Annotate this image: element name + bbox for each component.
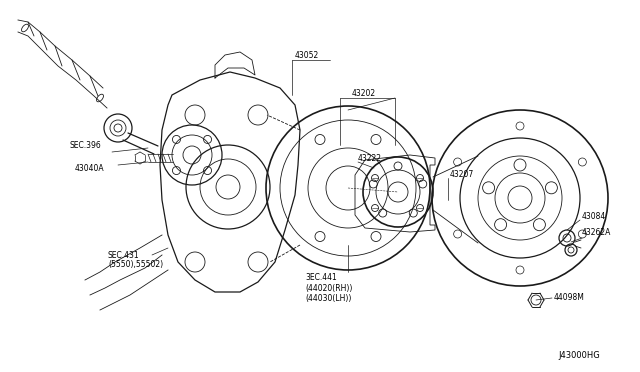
Text: (44030(LH)): (44030(LH)) bbox=[305, 294, 351, 302]
Text: 43207: 43207 bbox=[450, 170, 474, 179]
Text: 43262A: 43262A bbox=[582, 228, 611, 237]
Text: 43202: 43202 bbox=[352, 89, 376, 97]
Text: 44098M: 44098M bbox=[554, 294, 585, 302]
Text: (44020(RH)): (44020(RH)) bbox=[305, 283, 353, 292]
Text: 43052: 43052 bbox=[295, 51, 319, 60]
Text: SEC.396: SEC.396 bbox=[70, 141, 102, 150]
Text: 3EC.441: 3EC.441 bbox=[305, 273, 337, 282]
Text: 43040A: 43040A bbox=[75, 164, 104, 173]
Text: 43084: 43084 bbox=[582, 212, 606, 221]
Text: SEC.431: SEC.431 bbox=[108, 250, 140, 260]
Text: J43000HG: J43000HG bbox=[558, 351, 600, 360]
Text: (5550),55502): (5550),55502) bbox=[108, 260, 163, 269]
Text: 43222: 43222 bbox=[358, 154, 382, 163]
